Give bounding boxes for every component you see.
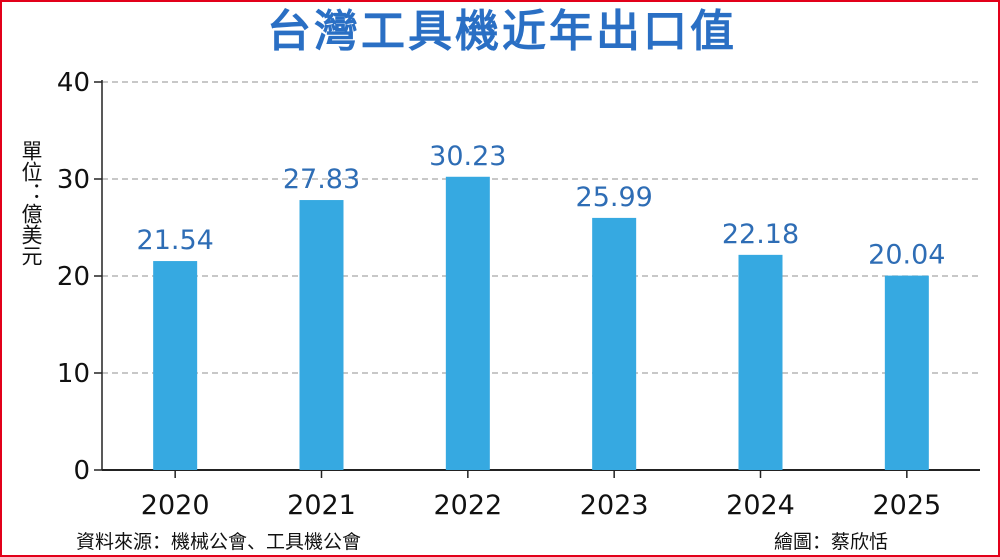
bar-value-label: 20.04 <box>868 240 945 271</box>
bar <box>299 200 344 470</box>
source-note: 資料來源：機械公會、工具機公會 <box>76 531 362 553</box>
y-tick-label: 10 <box>57 359 90 389</box>
y-axis-unit-label: 單位：億美元 <box>19 140 43 266</box>
bar <box>738 254 783 470</box>
x-tick-label: 2020 <box>141 490 210 521</box>
graphic-credit: 繪圖：蔡欣恬 <box>774 531 889 553</box>
y-tick-label: 0 <box>73 456 90 486</box>
bar <box>445 176 490 471</box>
bar-value-label: 25.99 <box>576 182 653 213</box>
bar <box>153 261 198 470</box>
bar-value-label: 30.23 <box>429 141 506 172</box>
chart-title: 台灣工具機近年出口值 <box>267 6 737 57</box>
bar <box>592 217 637 470</box>
bar-value-label: 22.18 <box>722 219 799 250</box>
x-tick-label: 2023 <box>580 490 649 521</box>
y-tick-label: 30 <box>57 165 90 195</box>
bar <box>884 275 929 470</box>
x-tick-label: 2025 <box>872 490 941 521</box>
bar-value-label: 21.54 <box>137 225 214 256</box>
x-tick-label: 2022 <box>433 490 502 521</box>
x-tick-label: 2024 <box>726 490 795 521</box>
bar-value-label: 27.83 <box>283 164 360 195</box>
x-tick-label: 2021 <box>287 490 356 521</box>
y-tick-label: 20 <box>57 262 90 292</box>
y-tick-label: 40 <box>57 68 90 98</box>
